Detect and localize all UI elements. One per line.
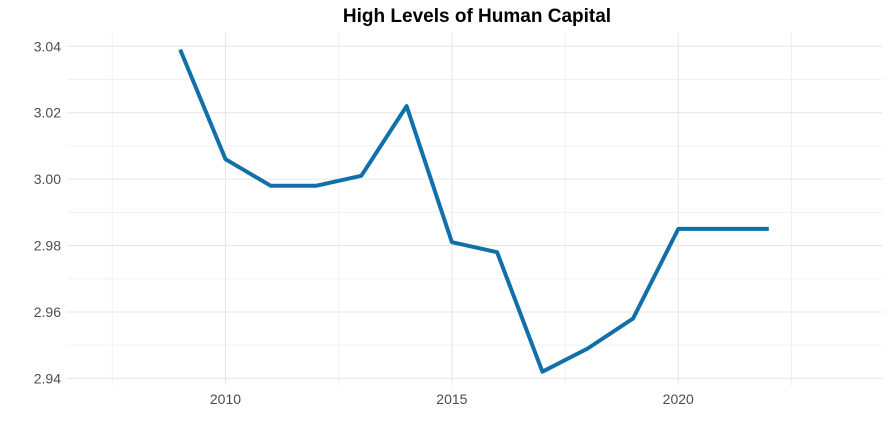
y-tick-label: 2.98 [34,238,61,254]
y-tick-label: 3.00 [34,171,61,187]
x-tick-label: 2010 [210,391,241,407]
x-tick-label: 2020 [663,391,694,407]
y-axis-tick-labels: 2.94 2.96 2.98 3.00 3.02 3.04 [34,38,61,386]
series-line [178,48,769,374]
major-gridlines [67,33,882,385]
chart-title: High Levels of Human Capital [342,6,612,27]
x-tick-label: 2015 [436,391,467,407]
y-tick-label: 3.02 [34,105,61,121]
series-layer [178,48,769,374]
y-tick-label: 2.96 [34,304,61,320]
minor-gridlines [67,33,882,385]
x-axis-tick-labels: 2010 2015 2020 [210,391,694,407]
y-tick-label: 2.94 [34,370,61,386]
y-tick-label: 3.04 [34,38,61,54]
